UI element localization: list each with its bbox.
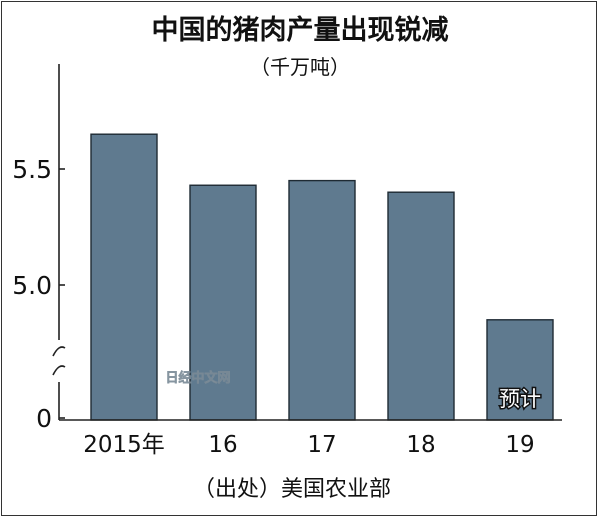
x-labels-group: 2015年 16 17 18 19 [83, 432, 534, 458]
y-tick-label-1: 5.5 [12, 155, 52, 184]
source-note: （出处）美国农业部 [193, 477, 391, 502]
watermark: 日经中文网 [165, 370, 230, 386]
bar-annotation-5: 预计 [499, 387, 541, 411]
bar-2 [189, 184, 257, 421]
chart-subtitle: （千万吨） [250, 55, 350, 79]
x-tick-label-2: 16 [208, 432, 237, 458]
axis-break-mark-lower [52, 365, 66, 376]
x-tick-label-3: 17 [307, 432, 336, 458]
x-tick-label-5: 19 [505, 432, 534, 458]
axis-break-mark-upper [52, 346, 66, 357]
x-tick-label-4: 18 [406, 432, 435, 458]
y-tick-label-2: 5.0 [12, 271, 52, 300]
bar-4 [387, 191, 455, 421]
bar-1 [90, 133, 158, 421]
y-tick-label-3: 0 [36, 404, 52, 433]
bars-group: 预计 [90, 133, 554, 421]
y-ticks-group: 5.5 5.0 0 [12, 155, 65, 433]
x-tick-label-1: 2015年 [83, 432, 165, 458]
bar-5 [486, 319, 554, 421]
bar-3 [288, 179, 356, 421]
chart-title: 中国的猪肉产量出现锐减 [152, 14, 449, 46]
